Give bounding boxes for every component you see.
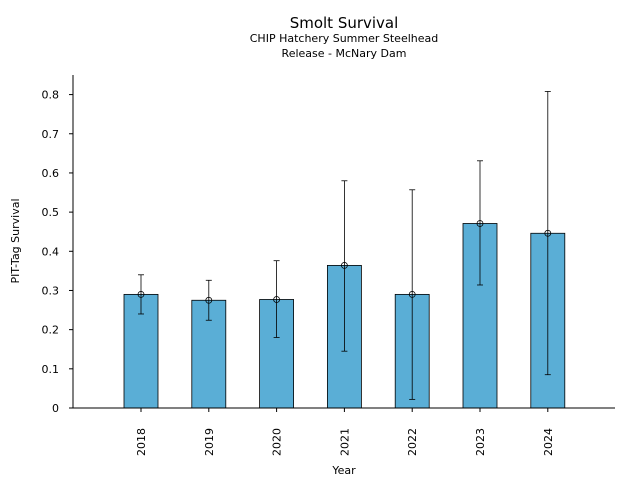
y-tick-label: 0.4 bbox=[42, 245, 60, 258]
y-axis-label: PIT-Tag Survival bbox=[9, 198, 22, 283]
chart-subtitle-line-2: Release - McNary Dam bbox=[282, 47, 407, 60]
x-tick-label: 2020 bbox=[271, 428, 284, 456]
data-point-marker bbox=[137, 290, 145, 298]
y-tick-label: 0.3 bbox=[42, 284, 60, 297]
data-point-marker bbox=[476, 220, 484, 227]
x-tick-label: 2024 bbox=[542, 428, 555, 456]
chart-title: Smolt Survival bbox=[290, 14, 399, 32]
x-axis-label: Year bbox=[331, 464, 356, 477]
data-point-marker bbox=[340, 261, 348, 269]
y-tick-label: 0.1 bbox=[42, 363, 60, 376]
data-point-marker bbox=[544, 229, 552, 237]
y-tick-label: 0 bbox=[52, 402, 59, 415]
x-tick-label: 2018 bbox=[135, 428, 148, 456]
x-tick-label: 2021 bbox=[338, 428, 351, 456]
x-tick-label: 2019 bbox=[203, 428, 216, 456]
data-point-marker bbox=[205, 296, 213, 304]
data-point-marker bbox=[408, 290, 416, 298]
x-tick-label: 2022 bbox=[406, 428, 419, 456]
y-tick-label: 0.6 bbox=[42, 167, 60, 180]
x-tick-label: 2023 bbox=[474, 428, 487, 456]
y-tick-label: 0.2 bbox=[42, 324, 60, 337]
data-point-marker bbox=[273, 296, 281, 303]
y-tick-label: 0.5 bbox=[42, 206, 60, 219]
y-tick-label: 0.7 bbox=[42, 128, 60, 141]
plot-area: 0 0.1 0.2 0.3 0.4 0.5 0.6 0.7 0.8 2018 2019 2020 202… bbox=[42, 89, 566, 456]
y-tick-label: 0.8 bbox=[42, 89, 60, 102]
chart-subtitle-line-1: CHIP Hatchery Summer Steelhead bbox=[250, 32, 439, 45]
